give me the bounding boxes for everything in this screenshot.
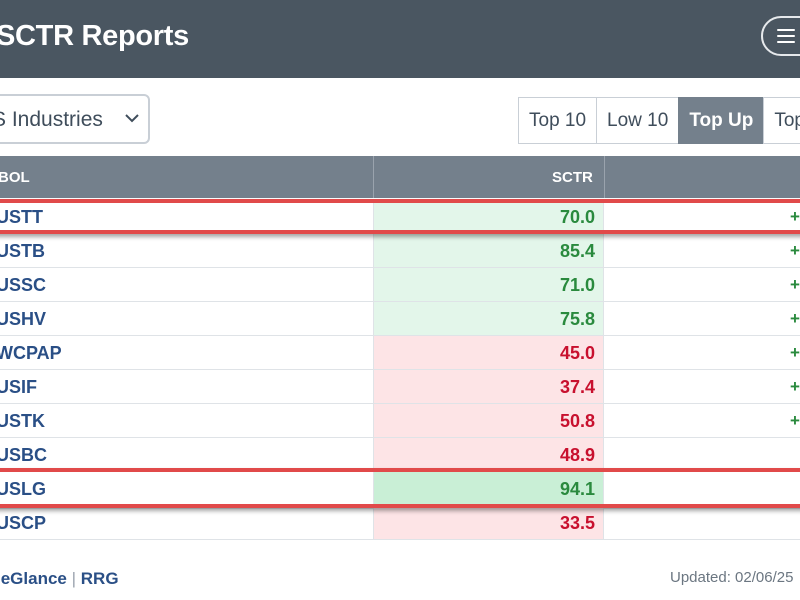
sctr-cell: 48.9 — [373, 438, 604, 471]
group-select-value: S Industries — [0, 108, 103, 131]
sctr-cell: 85.4 — [373, 234, 604, 267]
sctr-value: 50.8 — [559, 411, 595, 431]
change-value: + — [790, 275, 800, 294]
sctr-cell: 70.0 — [373, 200, 604, 233]
table-row[interactable]: WCPAP 45.0 + — [0, 336, 800, 370]
table-row[interactable]: USTK 50.8 + — [0, 404, 800, 438]
change-value: + — [790, 241, 800, 260]
symbol-link[interactable]: USTK — [0, 411, 45, 431]
sctr-value: 94.1 — [559, 479, 595, 499]
table-row[interactable]: USBC 48.9 — [0, 438, 800, 472]
sctr-value: 45.0 — [559, 343, 595, 363]
sctr-cell: 75.8 — [373, 302, 604, 335]
table-row[interactable]: USIF 37.4 + — [0, 370, 800, 404]
symbol-link[interactable]: USSC — [0, 275, 47, 295]
menu-button[interactable] — [761, 16, 800, 56]
change-value: + — [790, 411, 800, 430]
table-row[interactable]: USTB 85.4 + — [0, 234, 800, 268]
sctr-value: 33.5 — [559, 513, 595, 533]
symbol-link[interactable]: USHV — [0, 309, 47, 329]
app-header: SCTR Reports — [0, 0, 800, 78]
table-row[interactable]: USCP 33.5 — [0, 506, 800, 540]
sctr-value: 37.4 — [559, 377, 595, 397]
tab-top-up[interactable]: Top Up — [678, 97, 765, 144]
table-row[interactable]: USHV 75.8 + — [0, 302, 800, 336]
hamburger-menu-icon — [777, 29, 795, 43]
change-value: + — [790, 309, 800, 328]
sctr-cell: 33.5 — [373, 506, 604, 539]
footer-link-glance[interactable]: leGlance — [0, 569, 67, 588]
symbol-link[interactable]: WCPAP — [0, 343, 62, 363]
sctr-cell: 45.0 — [373, 336, 604, 369]
table-row[interactable]: USTT 70.0 + — [0, 200, 800, 234]
sctr-cell: 50.8 — [373, 404, 604, 437]
table-header: BOL SCTR — [0, 156, 800, 198]
sctr-cell: 37.4 — [373, 370, 604, 403]
sctr-value: 85.4 — [559, 241, 595, 261]
footer-links: leGlance | RRG — [0, 569, 119, 589]
sctr-value: 71.0 — [559, 275, 595, 295]
column-divider — [604, 156, 605, 198]
symbol-link[interactable]: USIF — [0, 377, 38, 397]
sctr-cell: 94.1 — [373, 472, 604, 508]
group-select[interactable]: S Industries — [0, 94, 150, 144]
tab-top-10[interactable]: Top 10 — [518, 97, 598, 144]
column-header-symbol[interactable]: BOL — [0, 169, 30, 186]
tab-top-down[interactable]: Top D — [763, 97, 800, 144]
tab-low-10[interactable]: Low 10 — [596, 97, 680, 144]
symbol-link[interactable]: USTB — [0, 241, 45, 261]
sctr-value: 48.9 — [559, 445, 595, 465]
table-row[interactable]: USSC 71.0 + — [0, 268, 800, 302]
symbol-link[interactable]: USCP — [0, 513, 47, 533]
page-title: SCTR Reports — [0, 20, 189, 52]
change-value: + — [790, 343, 800, 362]
table-row[interactable]: USLG 94.1 — [0, 472, 800, 509]
footer-link-rrg[interactable]: RRG — [80, 569, 119, 588]
sctr-value: 75.8 — [559, 309, 595, 329]
chevron-down-icon — [125, 114, 139, 123]
symbol-link[interactable]: USTT — [0, 207, 43, 227]
symbol-link[interactable]: USBC — [0, 445, 48, 465]
sctr-value: 70.0 — [559, 207, 595, 227]
column-header-sctr[interactable]: SCTR — [552, 169, 593, 186]
symbol-link[interactable]: USLG — [0, 479, 47, 499]
change-value: + — [790, 377, 800, 396]
updated-timestamp: Updated: 02/06/25 — [670, 569, 794, 586]
footer-separator: | — [71, 569, 77, 588]
change-value: + — [790, 207, 800, 226]
report-tabs: Top 10 Low 10 Top Up Top D — [518, 97, 800, 144]
column-divider — [373, 156, 374, 198]
sctr-cell: 71.0 — [373, 268, 604, 301]
